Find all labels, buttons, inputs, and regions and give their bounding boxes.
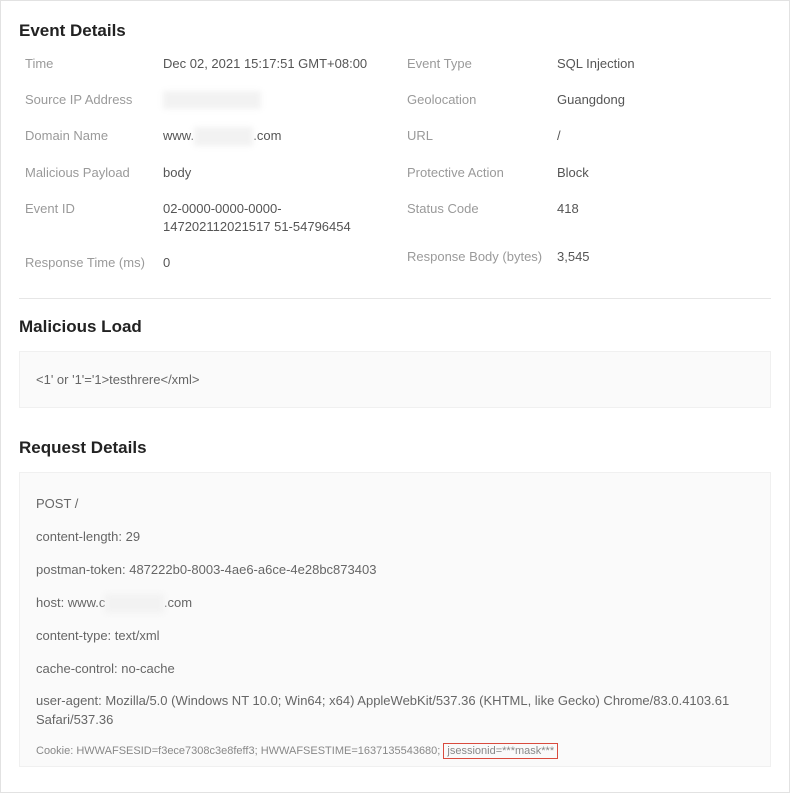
value-event-type: SQL Injection [557, 55, 635, 73]
label-payload: Malicious Payload [25, 164, 163, 182]
request-details-box: POST / content-length: 29 postman-token:… [19, 472, 771, 767]
row-response-body: Response Body (bytes) 3,545 [407, 248, 765, 266]
label-response-body: Response Body (bytes) [407, 248, 557, 266]
label-event-id: Event ID [25, 200, 163, 218]
row-time: Time Dec 02, 2021 15:17:51 GMT+08:00 [25, 55, 383, 73]
redacted-host: xxxxxxxxx [105, 594, 164, 613]
label-time: Time [25, 55, 163, 73]
label-status-code: Status Code [407, 200, 557, 218]
value-status-code: 418 [557, 200, 579, 218]
req-line-cache-control: cache-control: no-cache [36, 660, 754, 679]
label-geolocation: Geolocation [407, 91, 557, 109]
value-event-id: 02-0000-0000-0000-147202112021517 51-547… [163, 200, 383, 236]
event-details-panel: Event Details Time Dec 02, 2021 15:17:51… [0, 0, 790, 793]
details-right-column: Event Type SQL Injection Geolocation Gua… [407, 55, 765, 290]
req-line-postman-token: postman-token: 487222b0-8003-4ae6-a6ce-4… [36, 561, 754, 580]
redacted-domain: xxxxxxxxn [194, 127, 253, 145]
value-url: / [557, 127, 561, 145]
row-source-ip: Source IP Address 000.000.000.000 [25, 91, 383, 109]
domain-suffix: .com [253, 128, 281, 143]
row-domain: Domain Name www.xxxxxxxxn.com [25, 127, 383, 145]
row-geolocation: Geolocation Guangdong [407, 91, 765, 109]
req-line-content-type: content-type: text/xml [36, 627, 754, 646]
section-title-event-details: Event Details [19, 21, 771, 41]
req-line-host: host: www.cxxxxxxxxx.com [36, 594, 754, 613]
details-left-column: Time Dec 02, 2021 15:17:51 GMT+08:00 Sou… [25, 55, 383, 290]
host-suffix: .com [164, 595, 192, 610]
value-response-time: 0 [163, 254, 170, 272]
row-status-code: Status Code 418 [407, 200, 765, 218]
cookie-masked-highlight: jsessionid=***mask*** [443, 743, 558, 759]
cookie-prefix: Cookie: HWWAFSESID=f3ece7308c3e8feff3; H… [36, 745, 443, 757]
row-url: URL / [407, 127, 765, 145]
label-source-ip: Source IP Address [25, 91, 163, 109]
host-prefix: host: www.c [36, 595, 105, 610]
req-line-method: POST / [36, 495, 754, 514]
section-divider [19, 298, 771, 299]
value-protective-action: Block [557, 164, 589, 182]
value-response-body: 3,545 [557, 248, 590, 266]
label-domain: Domain Name [25, 127, 163, 145]
row-response-time: Response Time (ms) 0 [25, 254, 383, 272]
row-protective-action: Protective Action Block [407, 164, 765, 182]
value-source-ip: 000.000.000.000 [163, 91, 261, 109]
domain-prefix: www. [163, 128, 194, 143]
value-time: Dec 02, 2021 15:17:51 GMT+08:00 [163, 55, 367, 73]
label-protective-action: Protective Action [407, 164, 557, 182]
label-event-type: Event Type [407, 55, 557, 73]
value-domain: www.xxxxxxxxn.com [163, 127, 281, 145]
req-line-cookie: Cookie: HWWAFSESID=f3ece7308c3e8feff3; H… [36, 744, 754, 760]
label-url: URL [407, 127, 557, 145]
section-title-malicious-load: Malicious Load [19, 317, 771, 337]
req-line-content-length: content-length: 29 [36, 528, 754, 547]
section-title-request-details: Request Details [19, 438, 771, 458]
row-event-type: Event Type SQL Injection [407, 55, 765, 73]
event-details-grid: Time Dec 02, 2021 15:17:51 GMT+08:00 Sou… [19, 55, 771, 290]
value-payload: body [163, 164, 191, 182]
value-geolocation: Guangdong [557, 91, 625, 109]
row-payload: Malicious Payload body [25, 164, 383, 182]
req-line-user-agent: user-agent: Mozilla/5.0 (Windows NT 10.0… [36, 692, 754, 730]
label-response-time: Response Time (ms) [25, 254, 163, 272]
malicious-load-content: <1' or '1'='1>testhrere</xml> [19, 351, 771, 408]
redacted-ip: 000.000.000.000 [163, 91, 261, 109]
row-event-id: Event ID 02-0000-0000-0000-1472021120215… [25, 200, 383, 236]
